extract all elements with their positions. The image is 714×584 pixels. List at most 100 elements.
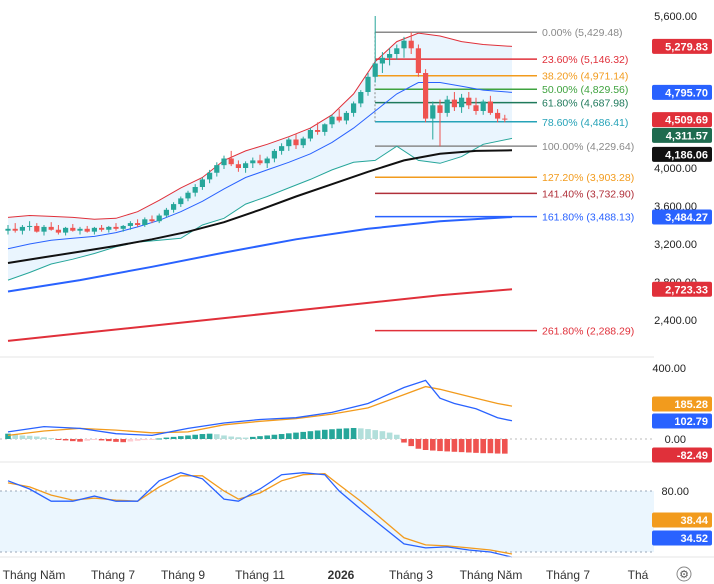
time-axis[interactable]: Tháng Năm Tháng 7 Tháng 9 Tháng 11 2026 Tháng… bbox=[3, 568, 649, 582]
fib-level-label: 78.60% (4,486.41) bbox=[542, 117, 628, 129]
price-axis[interactable]: 5,600.004,000.003,600.003,200.002,800.00… bbox=[654, 11, 697, 327]
candle-body bbox=[250, 160, 256, 164]
price-tag-label: 2,723.33 bbox=[665, 284, 708, 296]
candle-body bbox=[351, 103, 357, 113]
fib-level-label: 127.20% (3,903.28) bbox=[542, 172, 634, 184]
time-axis-label: Tháng Năm bbox=[460, 568, 523, 582]
candle-body bbox=[257, 160, 263, 164]
macd-histogram-bar bbox=[12, 434, 18, 439]
macd-histogram-bar bbox=[77, 439, 83, 442]
candle-body bbox=[41, 226, 47, 232]
time-axis-label: Tháng 11 bbox=[235, 568, 285, 582]
macd-tag-label: 102.79 bbox=[674, 416, 708, 428]
macd-histogram-bar bbox=[300, 431, 306, 439]
macd-histogram-bar bbox=[343, 428, 350, 439]
fib-level-label: 61.80% (4,687.98) bbox=[542, 98, 628, 110]
macd-histogram-bar bbox=[286, 433, 292, 439]
stochastic-d-line bbox=[7, 473, 513, 555]
macd-histogram-bar bbox=[206, 433, 213, 439]
macd-histogram-bar bbox=[372, 430, 378, 439]
candle-body bbox=[192, 187, 198, 193]
macd-histogram-bar bbox=[487, 439, 494, 454]
candle-body bbox=[106, 226, 112, 230]
stochastic-axis[interactable]: 80.00 bbox=[661, 486, 689, 498]
macd-histogram-bar bbox=[386, 432, 393, 439]
price-tag bbox=[652, 209, 712, 225]
macd-histogram-bar bbox=[192, 434, 198, 439]
candle-body bbox=[235, 164, 241, 168]
candle-body bbox=[279, 146, 285, 151]
candle-body bbox=[271, 150, 277, 159]
candle-body bbox=[387, 54, 393, 58]
fib-level-label: 38.20% (4,971.14) bbox=[542, 71, 628, 83]
time-axis-label: Tháng Năm bbox=[3, 568, 66, 582]
macd-panel[interactable] bbox=[0, 379, 654, 454]
candle-body bbox=[199, 179, 205, 187]
macd-histogram-bar bbox=[401, 439, 407, 443]
fib-level-label: 23.60% (5,146.32) bbox=[542, 54, 628, 66]
macd-tag bbox=[652, 396, 712, 412]
macd-histogram-bar bbox=[34, 436, 40, 439]
macd-histogram-bar bbox=[494, 439, 501, 454]
macd-histogram-bar bbox=[250, 436, 256, 439]
macd-histogram-bar bbox=[235, 437, 242, 439]
candle-body bbox=[113, 226, 119, 229]
candle-body bbox=[487, 101, 493, 113]
candle-body bbox=[286, 139, 292, 147]
stochastic-panel[interactable] bbox=[0, 472, 654, 558]
fib-level-label: 50.00% (4,829.56) bbox=[542, 84, 628, 96]
fib-level-label: 161.80% (3,488.13) bbox=[542, 212, 634, 224]
macd-histogram-bar bbox=[336, 428, 342, 439]
macd-tag bbox=[652, 413, 712, 429]
price-axis-tick: 3,200.00 bbox=[654, 239, 697, 251]
price-tag bbox=[652, 127, 712, 143]
candle-body bbox=[221, 158, 227, 166]
macd-tags: 185.28 102.79 -82.49 bbox=[652, 396, 712, 463]
bollinger-upper-line bbox=[7, 32, 513, 220]
candle-body bbox=[63, 227, 69, 233]
candle-body bbox=[437, 105, 443, 113]
candle-body bbox=[408, 40, 414, 49]
candle-body bbox=[293, 139, 299, 146]
settings-ring bbox=[676, 566, 692, 582]
price-axis-tick: 2,400.00 bbox=[654, 315, 697, 327]
macd-axis-tick: 0.00 bbox=[665, 434, 686, 446]
candle-body bbox=[495, 112, 501, 119]
macd-histogram-bar bbox=[257, 436, 263, 439]
time-axis-label: 2026 bbox=[328, 568, 355, 582]
macd-line bbox=[7, 379, 513, 437]
candle-body bbox=[459, 97, 465, 108]
candle-body bbox=[444, 99, 450, 113]
candle-body bbox=[178, 198, 184, 205]
bollinger-lower-line bbox=[7, 137, 513, 281]
macd-histogram-bar bbox=[113, 439, 119, 442]
macd-histogram-bar bbox=[149, 439, 155, 440]
macd-histogram-bar bbox=[62, 439, 69, 441]
macd-axis[interactable]: 400.00 0.00 bbox=[652, 363, 686, 446]
settings-button[interactable]: ⚙ bbox=[676, 566, 692, 582]
candle-body bbox=[243, 163, 249, 168]
fibonacci-levels: 0.00% (5,429.48) 23.60% (5,146.32) 38.20% … bbox=[374, 27, 634, 338]
macd-histogram-bar bbox=[480, 439, 486, 454]
macd-histogram-bar bbox=[415, 439, 422, 449]
price-tag bbox=[652, 38, 712, 54]
price-panel[interactable]: 0.00% (5,429.48) 23.60% (5,146.32) 38.20% … bbox=[5, 16, 634, 342]
stochastic-axis-tick: 80.00 bbox=[661, 486, 689, 498]
price-tags: 5,279.83 4,795.70 4,509.69 4,311.57 4,186.06… bbox=[652, 38, 712, 297]
candle-body bbox=[70, 227, 76, 231]
candle-body bbox=[135, 223, 141, 225]
macd-histogram-bar bbox=[451, 439, 458, 452]
macd-histogram-bar bbox=[214, 434, 220, 439]
stochastic-tag-label: 34.52 bbox=[680, 533, 708, 545]
candle-body bbox=[451, 99, 457, 108]
macd-histogram-bar bbox=[307, 431, 314, 439]
candle-body bbox=[372, 63, 378, 77]
macd-histogram bbox=[5, 427, 508, 454]
gear-icon: ⚙ bbox=[679, 569, 689, 581]
macd-histogram-bar bbox=[26, 435, 33, 439]
candle-body bbox=[430, 105, 436, 119]
candle-body bbox=[336, 116, 342, 121]
price-tag bbox=[652, 84, 712, 100]
candle-body bbox=[120, 225, 126, 229]
